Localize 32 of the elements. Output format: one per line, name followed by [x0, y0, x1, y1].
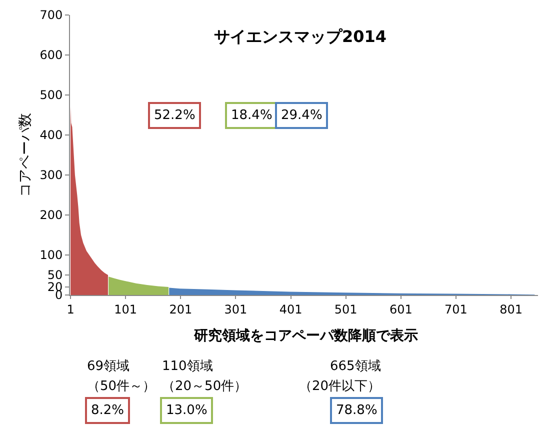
x-tick-label: 401	[279, 302, 302, 316]
x-tick-label: 801	[500, 302, 522, 316]
x-tick-label: 701	[444, 302, 468, 316]
y-tick-label: 600	[40, 48, 63, 62]
annotation: 29.4%	[281, 108, 322, 123]
x-tick-label: 1	[66, 302, 74, 316]
y-tick-label: 300	[40, 168, 63, 182]
y-axis-title: コアペーパ数	[17, 113, 34, 197]
text: 110領域	[162, 359, 213, 374]
x-tick-label: 501	[334, 302, 358, 316]
x-tick-label: 101	[114, 302, 138, 316]
y-tick-label: 700	[40, 8, 63, 22]
text: 8.2%	[91, 403, 124, 418]
y-tick-label: 500	[40, 88, 63, 102]
y-tick-label: 400	[40, 128, 63, 142]
x-tick-label: 201	[169, 302, 192, 316]
annotation: 18.4%	[231, 108, 272, 123]
text: （20～50件）	[162, 379, 248, 394]
text: （50件～）	[87, 379, 156, 394]
text: 69領域	[87, 359, 130, 374]
x-tick-label: 301	[224, 302, 248, 316]
y-tick-label: 50	[47, 268, 63, 282]
text: サイエンスマップ2014	[214, 27, 387, 46]
y-tick-label: 200	[40, 208, 63, 222]
text: 665領域	[330, 359, 381, 374]
x-axis-title: 研究領域をコアペーパ数降順で表示	[193, 327, 418, 344]
text: 13.0%	[166, 403, 208, 418]
y-tick-label: 100	[40, 248, 63, 262]
x-tick-label: 601	[389, 302, 412, 316]
text: （20件以下）	[299, 379, 381, 394]
text: 78.8%	[336, 403, 378, 418]
annotation: 52.2%	[154, 108, 196, 123]
